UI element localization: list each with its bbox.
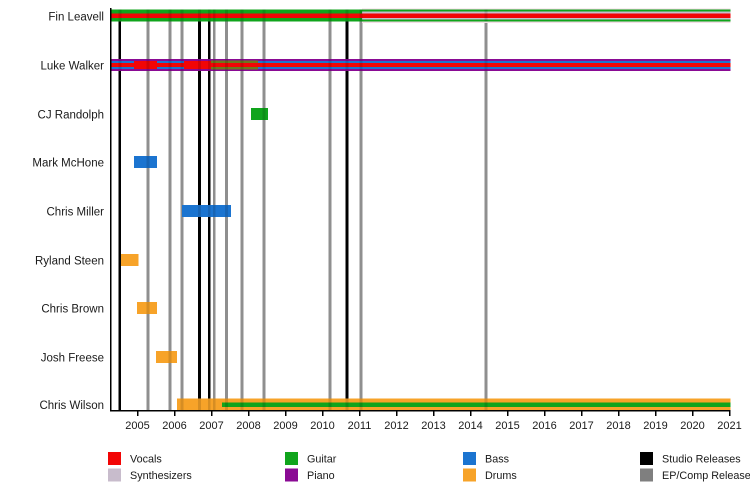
svg-text:Josh Freese: Josh Freese [41,353,104,365]
svg-text:2011: 2011 [348,420,372,432]
svg-text:Studio Releases: Studio Releases [662,454,741,466]
svg-text:Chris Wilson: Chris Wilson [39,400,104,412]
svg-text:2021: 2021 [717,420,741,432]
svg-text:2019: 2019 [643,420,667,432]
svg-text:2008: 2008 [236,420,260,432]
svg-text:Drums: Drums [485,470,517,482]
svg-text:2014: 2014 [458,420,482,432]
svg-text:2020: 2020 [680,420,704,432]
svg-text:Synthesizers: Synthesizers [130,470,192,482]
svg-text:Mark McHone: Mark McHone [32,158,104,170]
svg-text:Vocals: Vocals [130,454,162,466]
svg-text:Bass: Bass [485,454,510,466]
svg-text:Chris Brown: Chris Brown [41,304,104,316]
svg-text:EP/Comp Releases: EP/Comp Releases [662,470,750,482]
svg-text:2017: 2017 [569,420,593,432]
svg-text:CJ Randolph: CJ Randolph [38,110,104,122]
svg-text:2013: 2013 [421,420,445,432]
svg-text:Fin Leavell: Fin Leavell [48,11,104,23]
svg-text:Piano: Piano [307,470,335,482]
svg-text:Chris Miller: Chris Miller [47,207,105,219]
svg-text:2009: 2009 [273,420,297,432]
svg-text:2012: 2012 [384,420,408,432]
svg-text:Guitar: Guitar [307,454,337,466]
svg-text:Luke Walker: Luke Walker [41,61,105,73]
svg-text:2007: 2007 [199,420,223,432]
svg-text:2006: 2006 [162,420,186,432]
svg-text:2016: 2016 [532,420,556,432]
svg-text:2018: 2018 [606,420,630,432]
svg-text:2010: 2010 [310,420,334,432]
svg-text:Ryland Steen: Ryland Steen [35,256,104,268]
svg-text:2015: 2015 [495,420,519,432]
svg-text:2005: 2005 [125,420,149,432]
